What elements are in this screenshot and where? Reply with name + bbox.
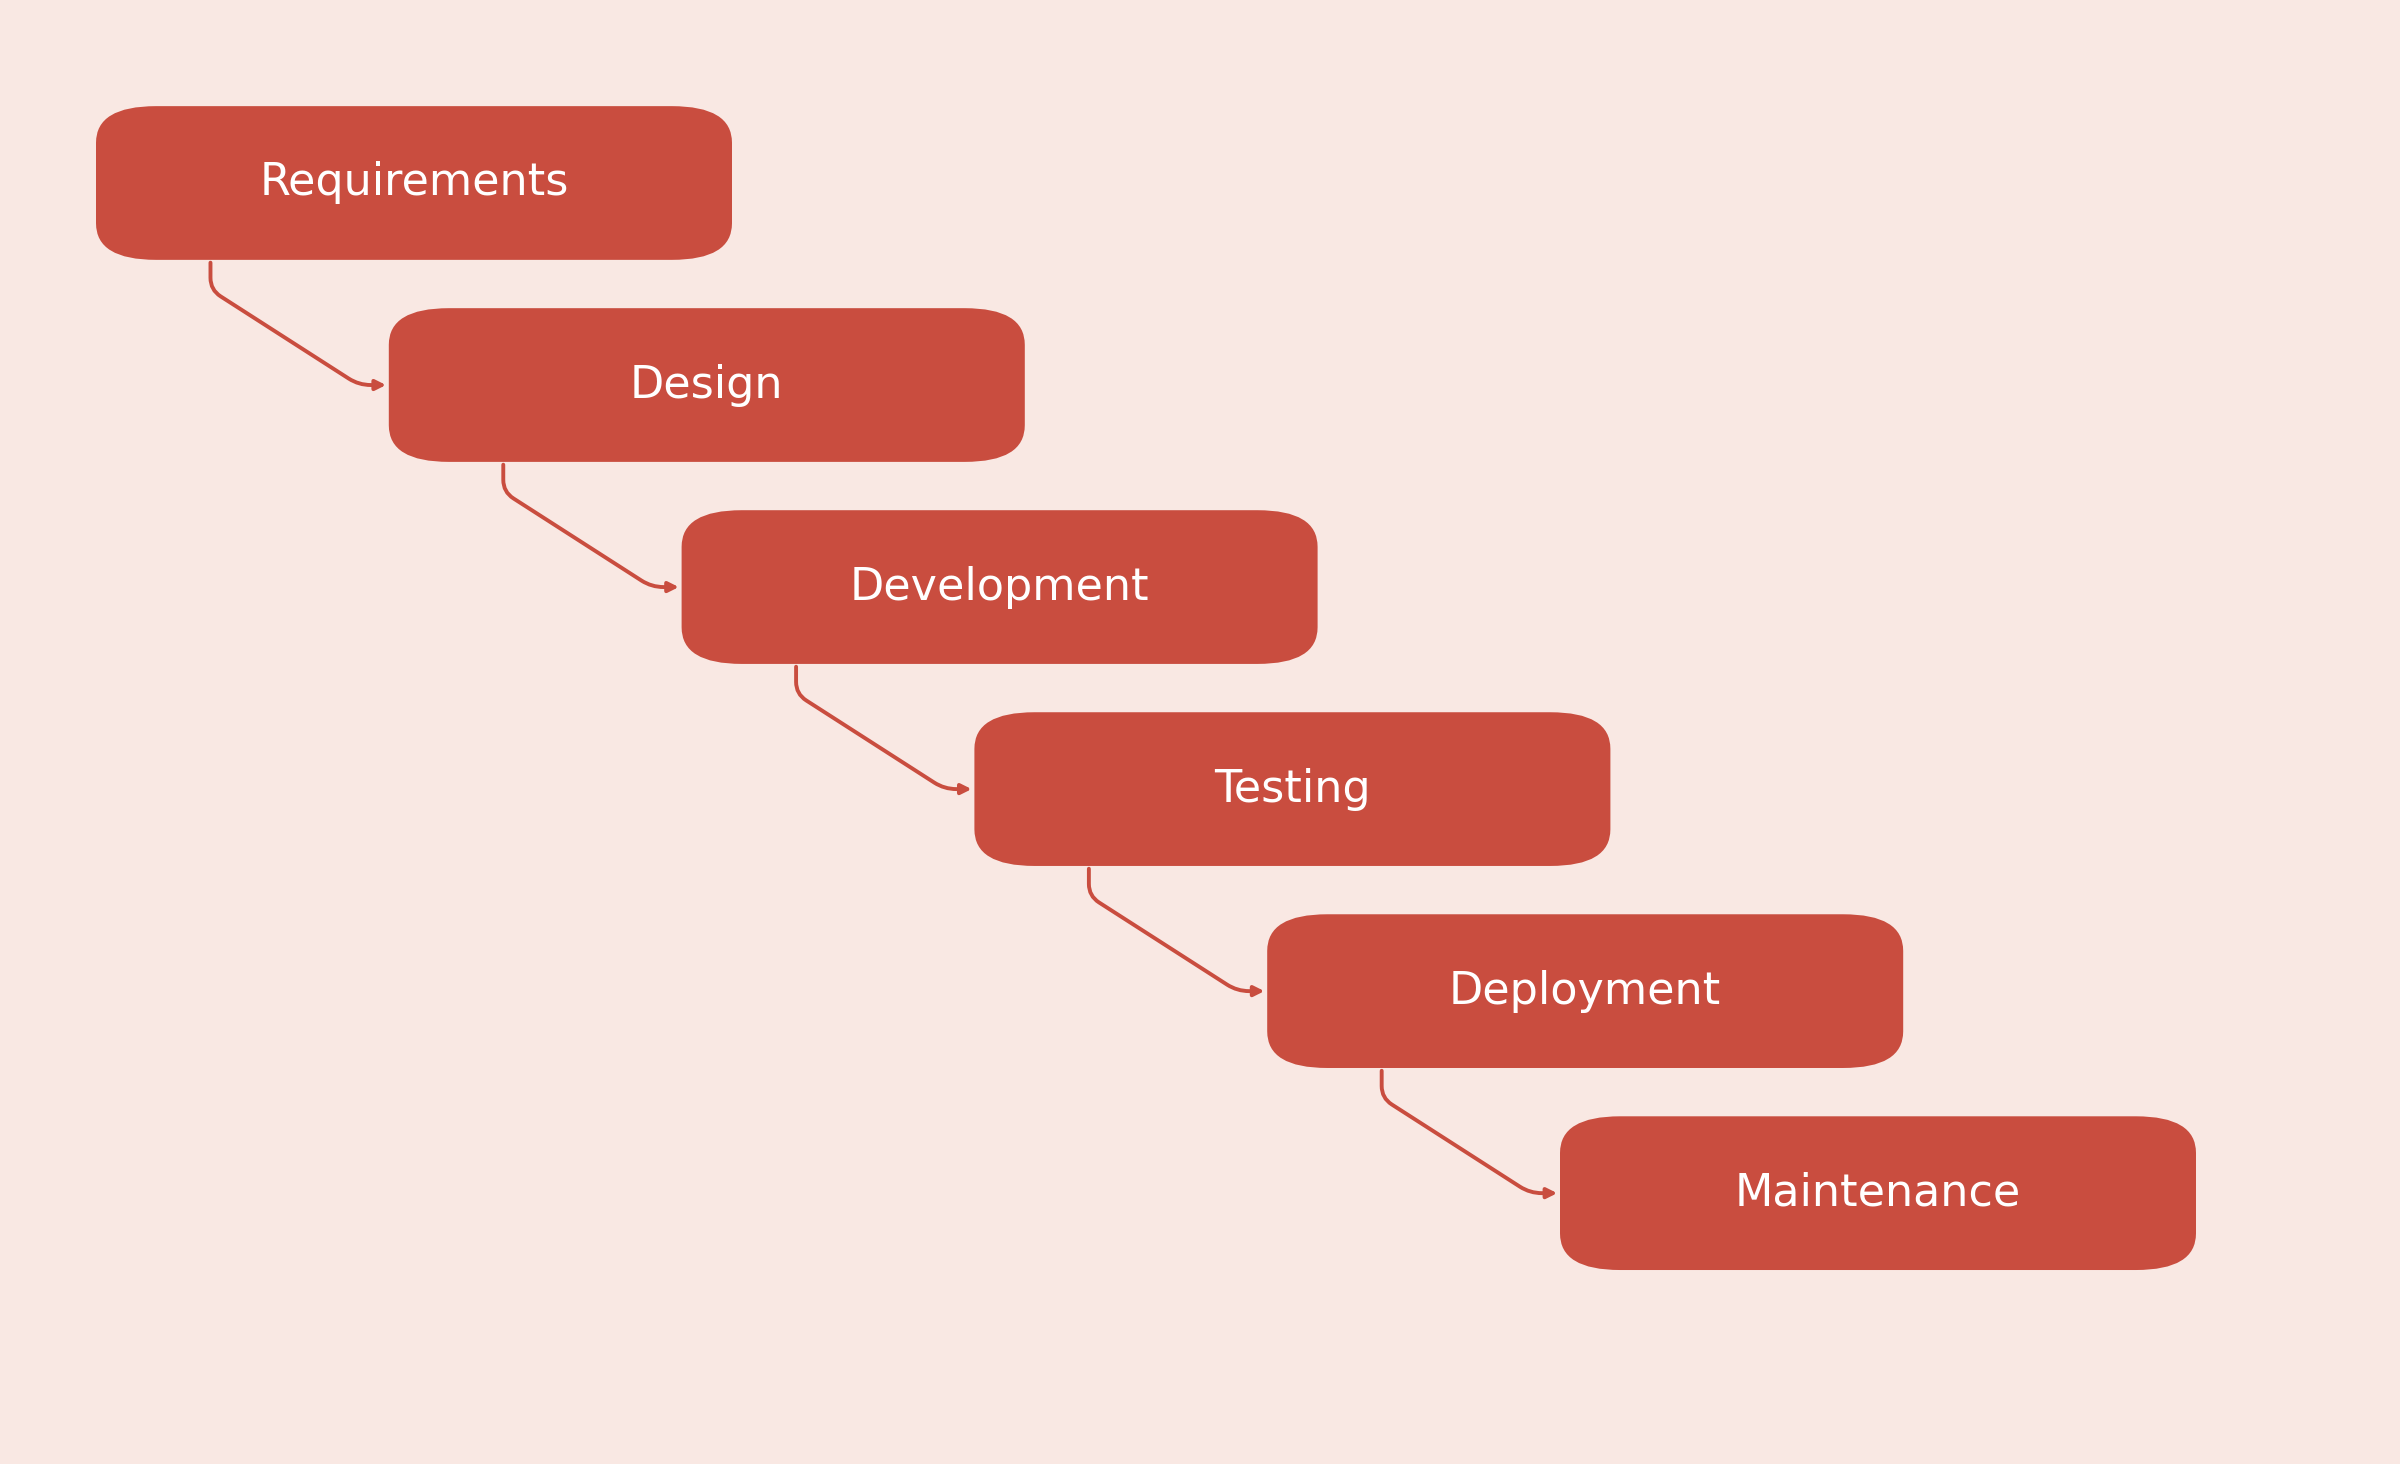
FancyArrowPatch shape [1382, 1070, 1553, 1198]
FancyArrowPatch shape [211, 262, 382, 389]
FancyBboxPatch shape [389, 309, 1025, 463]
FancyArrowPatch shape [797, 666, 967, 793]
Text: Development: Development [850, 565, 1150, 609]
Text: Deployment: Deployment [1450, 969, 1721, 1013]
FancyBboxPatch shape [974, 713, 1610, 867]
FancyBboxPatch shape [1267, 914, 1903, 1069]
Text: Design: Design [631, 363, 782, 407]
FancyBboxPatch shape [96, 107, 732, 259]
FancyBboxPatch shape [1560, 1117, 2196, 1271]
Text: Requirements: Requirements [259, 161, 569, 205]
Text: Testing: Testing [1214, 767, 1370, 811]
FancyArrowPatch shape [1090, 868, 1260, 996]
FancyArrowPatch shape [504, 464, 674, 591]
FancyBboxPatch shape [682, 511, 1318, 665]
Text: Maintenance: Maintenance [1735, 1171, 2021, 1215]
